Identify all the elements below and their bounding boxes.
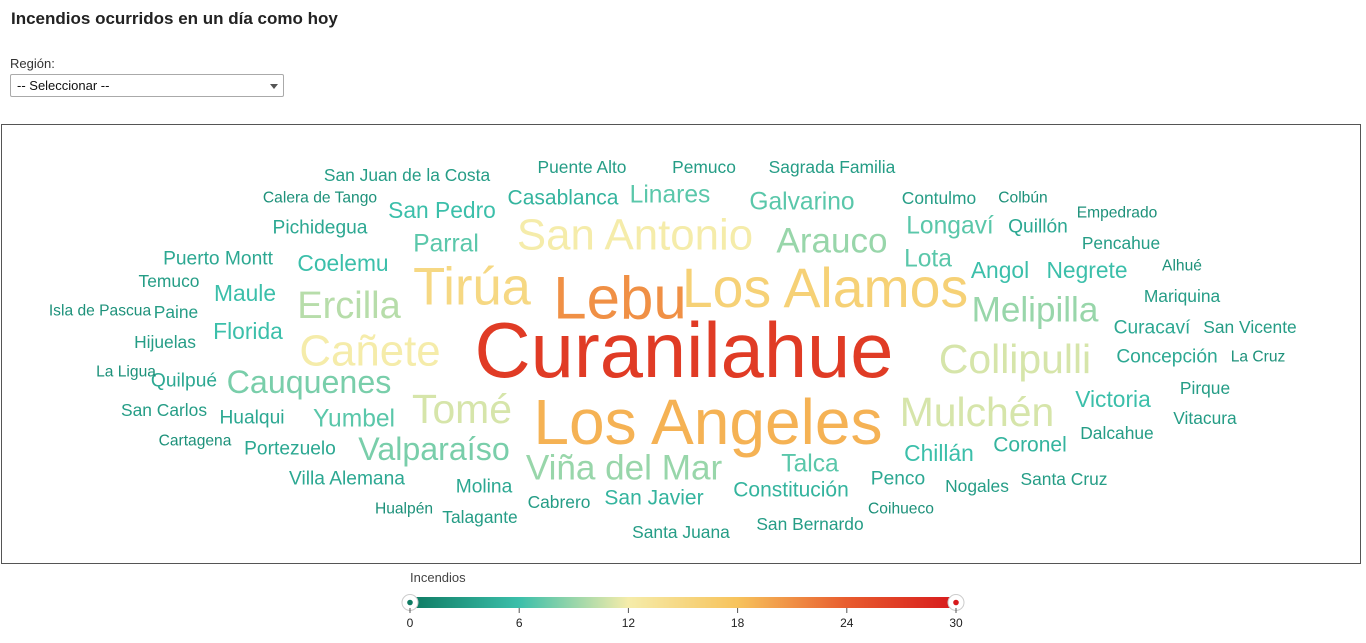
legend-tick-label: 6	[516, 616, 523, 630]
word-penco[interactable]: Penco	[871, 469, 925, 490]
word-hualpen[interactable]: Hualpén	[375, 501, 433, 518]
word-cauquenes[interactable]: Cauquenes	[227, 364, 392, 400]
word-sagrada-familia[interactable]: Sagrada Familia	[769, 157, 896, 177]
word-talca[interactable]: Talca	[781, 451, 839, 478]
word-empedrado[interactable]: Empedrado	[1077, 205, 1158, 222]
legend-title: Incendios	[410, 570, 466, 585]
word-lebu[interactable]: Lebu	[553, 265, 686, 332]
word-los-angeles[interactable]: Los Angeles	[533, 386, 882, 458]
word-melipilla[interactable]: Melipilla	[972, 291, 1099, 330]
word-santa-cruz[interactable]: Santa Cruz	[1021, 469, 1108, 489]
word-longavi[interactable]: Longaví	[906, 213, 994, 240]
word-contulmo[interactable]: Contulmo	[902, 188, 976, 208]
word-san-antonio[interactable]: San Antonio	[517, 211, 753, 260]
word-tirua[interactable]: Tirúa	[413, 258, 531, 317]
legend-tick-label: 24	[840, 616, 854, 630]
legend-min-handle[interactable]	[401, 594, 419, 611]
word-colbun[interactable]: Colbún	[998, 190, 1047, 207]
word-puente-alto[interactable]: Puente Alto	[538, 157, 627, 177]
word-dalcahue[interactable]: Dalcahue	[1080, 423, 1153, 443]
word-coelemu[interactable]: Coelemu	[297, 250, 388, 276]
word-coronel[interactable]: Coronel	[993, 434, 1067, 457]
word-quillon[interactable]: Quillón	[1008, 217, 1068, 238]
word-temuco[interactable]: Temuco	[139, 271, 200, 291]
word-arauco[interactable]: Arauco	[776, 222, 887, 261]
word-cloud-frame: Curanilahue Lebu Los Angeles Los Alamos Tirú…	[1, 124, 1361, 564]
word-los-alamos[interactable]: Los Alamos	[682, 257, 968, 319]
word-parral[interactable]: Parral	[413, 231, 479, 258]
word-calera-de-tango[interactable]: Calera de Tango	[263, 190, 377, 207]
word-ercilla[interactable]: Ercilla	[297, 285, 401, 327]
word-isla-de-pascua[interactable]: Isla de Pascua	[49, 303, 152, 320]
word-vina-del-mar[interactable]: Viña del Mar	[526, 449, 723, 488]
word-victoria[interactable]: Victoria	[1075, 386, 1151, 412]
word-cabrero[interactable]: Cabrero	[528, 492, 591, 512]
word-san-carlos[interactable]: San Carlos	[121, 400, 207, 420]
word-alhue[interactable]: Alhué	[1162, 258, 1202, 275]
word-concepcion[interactable]: Concepción	[1116, 347, 1217, 368]
word-pichidegua[interactable]: Pichidegua	[273, 218, 368, 239]
word-molina[interactable]: Molina	[456, 477, 513, 498]
legend-gradient-bar	[410, 597, 956, 608]
word-la-cruz[interactable]: La Cruz	[1231, 349, 1286, 366]
word-angol[interactable]: Angol	[971, 257, 1029, 283]
word-nogales[interactable]: Nogales	[945, 476, 1009, 496]
word-san-javier[interactable]: San Javier	[604, 487, 703, 510]
region-select[interactable]: -- Seleccionar --	[10, 74, 284, 97]
word-florida[interactable]: Florida	[213, 318, 283, 344]
region-label: Región:	[10, 56, 55, 71]
word-quilpue[interactable]: Quilpué	[151, 371, 217, 392]
word-cartagena[interactable]: Cartagena	[159, 433, 232, 450]
page-title: Incendios ocurridos en un día como hoy	[11, 9, 338, 28]
word-galvarino[interactable]: Galvarino	[749, 189, 854, 216]
word-linares[interactable]: Linares	[630, 182, 711, 209]
word-curacavi[interactable]: Curacaví	[1114, 318, 1191, 339]
word-pemuco[interactable]: Pemuco	[672, 157, 736, 177]
word-pencahue[interactable]: Pencahue	[1082, 233, 1160, 253]
word-san-juan-de-la-costa[interactable]: San Juan de la Costa	[324, 165, 491, 185]
word-puerto-montt[interactable]: Puerto Montt	[163, 249, 274, 270]
word-paine[interactable]: Paine	[154, 302, 198, 322]
word-valparaiso[interactable]: Valparaíso	[358, 431, 510, 467]
word-mariquina[interactable]: Mariquina	[1144, 286, 1221, 306]
color-legend: 0 6 12 18 24 30	[401, 594, 965, 630]
word-collipulli[interactable]: Collipulli	[939, 336, 1091, 382]
word-hijuelas[interactable]: Hijuelas	[134, 332, 196, 352]
word-san-pedro[interactable]: San Pedro	[388, 197, 496, 223]
word-coihueco[interactable]: Coihueco	[868, 501, 934, 518]
word-la-ligua[interactable]: La Ligua	[96, 364, 156, 381]
word-yumbel[interactable]: Yumbel	[313, 406, 395, 433]
word-talagante[interactable]: Talagante	[442, 507, 517, 527]
word-negrete[interactable]: Negrete	[1046, 257, 1127, 283]
word-portezuelo[interactable]: Portezuelo	[244, 439, 336, 460]
word-san-vicente[interactable]: San Vicente	[1203, 317, 1296, 337]
legend-tick-label: 12	[622, 616, 636, 630]
chevron-down-icon	[270, 84, 278, 89]
word-san-bernardo[interactable]: San Bernardo	[756, 514, 863, 534]
word-canete[interactable]: Cañete	[299, 327, 440, 376]
word-tome[interactable]: Tomé	[412, 386, 512, 432]
word-vitacura[interactable]: Vitacura	[1173, 408, 1237, 428]
word-chillan[interactable]: Chillán	[904, 440, 974, 466]
word-hualqui[interactable]: Hualqui	[219, 408, 284, 429]
word-santa-juana[interactable]: Santa Juana	[632, 522, 730, 542]
word-pirque[interactable]: Pirque	[1180, 378, 1230, 398]
word-curanilahue[interactable]: Curanilahue	[475, 308, 894, 394]
word-villa-alemana[interactable]: Villa Alemana	[289, 469, 405, 490]
legend-tick-label: 18	[731, 616, 745, 630]
word-mulchen[interactable]: Mulchén	[900, 389, 1055, 435]
word-lota[interactable]: Lota	[904, 246, 952, 273]
word-casablanca[interactable]: Casablanca	[508, 187, 619, 210]
word-constitucion[interactable]: Constitución	[733, 479, 849, 502]
word-maule[interactable]: Maule	[214, 280, 276, 306]
legend-tick-label: 0	[407, 616, 414, 630]
legend-tick-label: 30	[949, 616, 963, 630]
region-select-value: -- Seleccionar --	[17, 78, 110, 93]
